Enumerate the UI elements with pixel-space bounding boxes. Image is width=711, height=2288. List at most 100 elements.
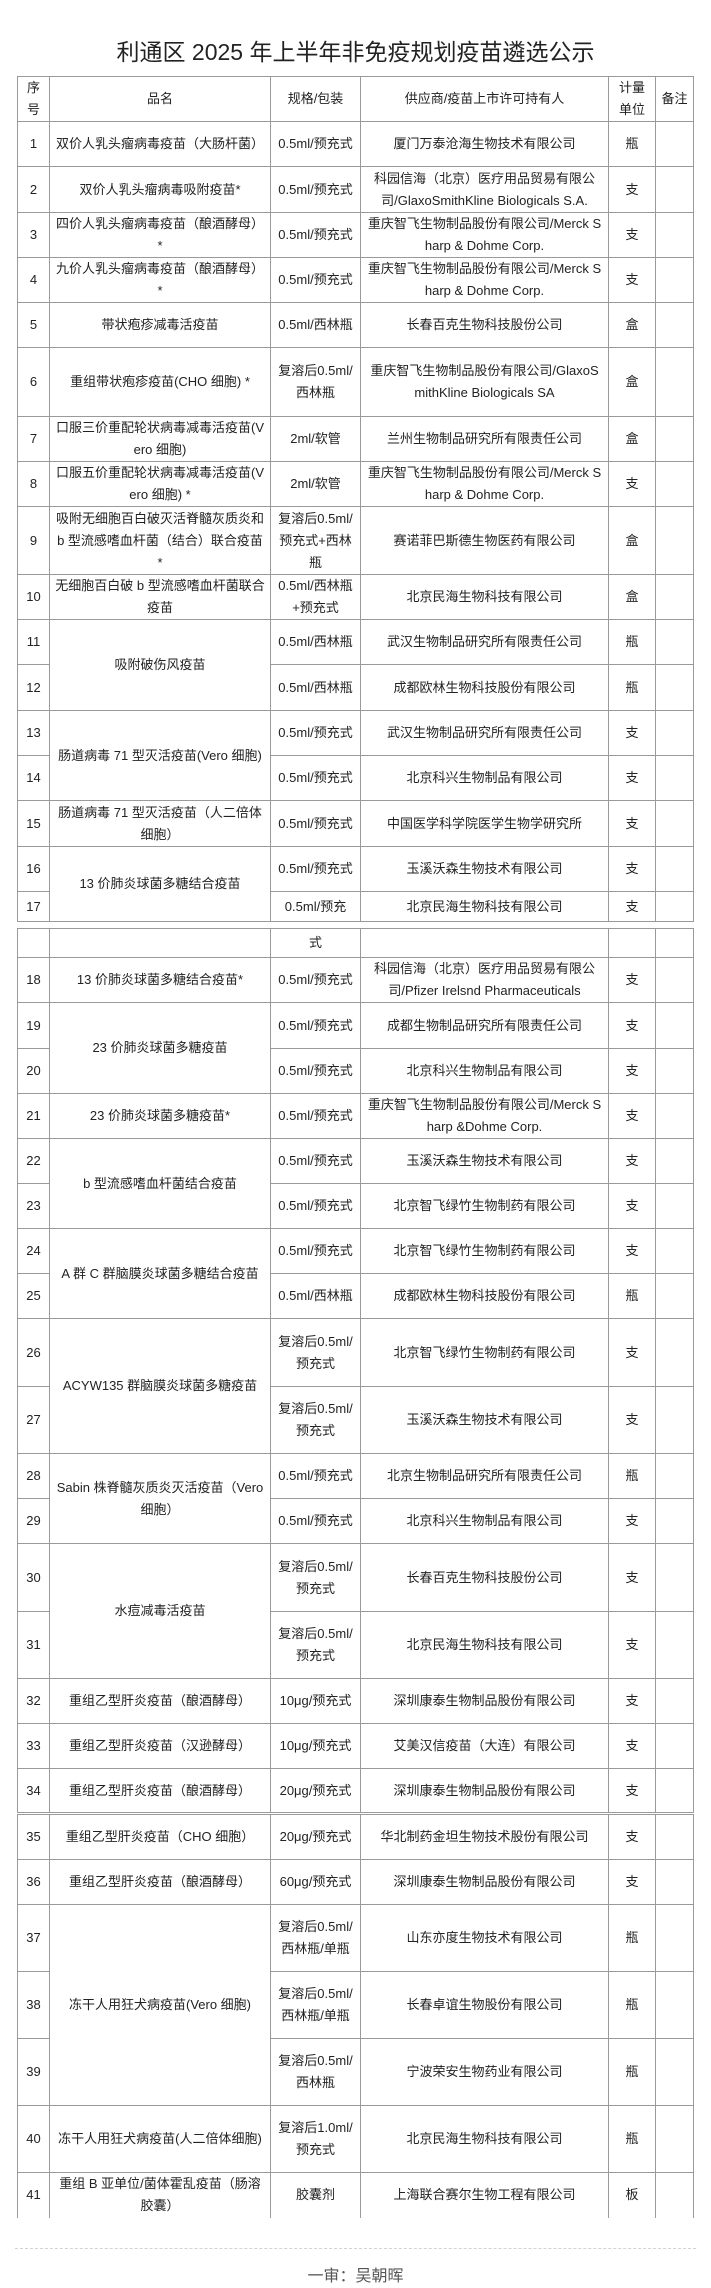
table-row: 6 重组带状疱疹疫苗(CHO 细胞) * 复溶后0.5ml/西林瓶 重庆智飞生物制品股… (17, 347, 694, 417)
supplier-cell: 武汉生物制品研究所有限责任公司 (360, 710, 609, 756)
table-row: 41 重组 B 亚单位/菌体霍乱疫苗（肠溶胶囊） 胶囊剂 上海联合赛尔生物工程有限公司… (17, 2172, 694, 2218)
spec-cell: 2ml/软管 (270, 461, 361, 507)
spec-cell: 0.5ml/预充式 (270, 1093, 361, 1139)
unit-cell: 支 (608, 846, 656, 892)
spec-cell: 复溶后0.5ml/预充式 (270, 1318, 361, 1387)
unit-cell: 支 (608, 1318, 656, 1387)
unit-cell: 支 (608, 1814, 656, 1860)
seq-cell: 12 (17, 664, 50, 711)
table-row: 23 0.5ml/预充式 北京智飞绿竹生物制药有限公司支 (17, 1183, 694, 1229)
unit-cell: 瓶 (608, 1453, 656, 1499)
spec-cell: 0.5ml/预充式 (270, 257, 361, 303)
table-row: 19 23 价肺炎球菌多糖疫苗 0.5ml/预充式 成都生物制品研究所有限责任公司支 (17, 1002, 694, 1094)
name-cell: 无细胞百白破 b 型流感嗜血杆菌联合疫苗 (49, 574, 271, 620)
seq-cell: 41 (17, 2172, 50, 2218)
remark-cell (655, 574, 694, 620)
unit-cell: 支 (608, 891, 656, 922)
spec-cell: 0.5ml/预充式 (270, 1138, 361, 1184)
spec-cell: 复溶后0.5ml/预充式+西林瓶 (270, 506, 361, 575)
supplier-cell: 重庆智飞生物制品股份有限公司/Merck Sharp & Dohme Corp. (360, 257, 609, 303)
remark-cell (655, 755, 694, 801)
remark-cell (655, 1611, 694, 1679)
seq-cell: 27 (17, 1386, 50, 1454)
remark-cell (655, 506, 694, 575)
unit-cell: 支 (608, 1768, 656, 1813)
seq-cell: 35 (17, 1814, 50, 1860)
supplier-cell: 玉溪沃森生物技术有限公司 (360, 1386, 609, 1454)
remark-cell (655, 121, 694, 167)
table-row: 式 (17, 928, 694, 958)
remark-cell (655, 710, 694, 756)
table-row: 31 复溶后0.5ml/预充式 北京民海生物科技有限公司支 (17, 1611, 694, 1679)
unit-cell: 盒 (608, 347, 656, 417)
table-row: 13 肠道病毒 71 型灭活疫苗(Vero 细胞) 0.5ml/预充式 武汉生物制品研… (17, 710, 694, 801)
table-row: 39 复溶后0.5ml/西林瓶 宁波荣安生物药业有限公司瓶 (17, 2038, 694, 2106)
unit-cell: 支 (608, 1002, 656, 1049)
spec-cell: 20μg/预充式 (270, 1814, 361, 1860)
table-row: 29 0.5ml/预充式 北京科兴生物制品有限公司支 (17, 1498, 694, 1544)
seq-cell: 7 (17, 416, 50, 462)
table-row: 8 口服五价重配轮状病毒减毒活疫苗(Vero 细胞) * 2ml/软管 重庆智飞生物制… (17, 461, 694, 507)
name-cell (49, 928, 271, 958)
remark-cell (655, 347, 694, 417)
spec-cell: 0.5ml/预充式 (270, 212, 361, 258)
remark-cell (655, 846, 694, 892)
spec-cell: 0.5ml/西林瓶 (270, 1273, 361, 1319)
supplier-cell: 北京科兴生物制品有限公司 (360, 1498, 609, 1544)
table-row: 35 重组乙型肝炎疫苗（CHO 细胞） 20μg/预充式 华北制药金坦生物技术股份有限… (17, 1814, 694, 1860)
table-row: 21 23 价肺炎球菌多糖疫苗* 0.5ml/预充式 重庆智飞生物制品股份有限公司/M… (17, 1093, 694, 1139)
remark-cell (655, 1971, 694, 2039)
supplier-cell: 北京智飞绿竹生物制药有限公司 (360, 1183, 609, 1229)
seq-cell: 22 (17, 1138, 50, 1184)
supplier-cell: 玉溪沃森生物技术有限公司 (360, 846, 609, 892)
table-row: 20 0.5ml/预充式 北京科兴生物制品有限公司支 (17, 1048, 694, 1094)
seq-cell: 26 (17, 1318, 50, 1387)
seq-cell: 34 (17, 1768, 50, 1813)
supplier-cell: 长春百克生物科技股份公司 (360, 302, 609, 348)
supplier-cell: 长春卓谊生物股份有限公司 (360, 1971, 609, 2039)
unit-cell: 盒 (608, 506, 656, 575)
unit-cell: 支 (608, 212, 656, 258)
table-row: 22 b 型流感嗜血杆菌结合疫苗 0.5ml/预充式 玉溪沃森生物技术有限公司支 (17, 1138, 694, 1229)
supplier-cell: 北京科兴生物制品有限公司 (360, 1048, 609, 1094)
name-cell: 四价人乳头瘤病毒疫苗（酿酒酵母）* (49, 212, 271, 258)
supplier-cell: 北京生物制品研究所有限责任公司 (360, 1453, 609, 1499)
remark-cell (655, 2172, 694, 2218)
unit-cell: 支 (608, 1048, 656, 1094)
remark-cell (655, 1498, 694, 1544)
seq-cell: 6 (17, 347, 50, 417)
remark-cell (655, 302, 694, 348)
table-row: 17 0.5ml/预充 北京民海生物科技有限公司支 (17, 891, 694, 922)
unit-cell: 支 (608, 800, 656, 847)
remark-cell (655, 1859, 694, 1905)
reviewer-line: 一审：吴朝晖 (307, 2268, 404, 2285)
table-row: 10 无细胞百白破 b 型流感嗜血杆菌联合疫苗 0.5ml/西林瓶+预充式 北京民海生… (17, 574, 694, 620)
table-row: 2 双价人乳头瘤病毒吸附疫苗* 0.5ml/预充式 科园信海（北京）医疗用品贸易有限公… (17, 166, 694, 213)
name-cell: 23 价肺炎球菌多糖疫苗* (49, 1093, 271, 1139)
divider (15, 2248, 696, 2249)
name-cell: A 群 C 群脑膜炎球菌多糖结合疫苗 (49, 1228, 271, 1319)
remark-cell (655, 1453, 694, 1499)
seq-cell: 32 (17, 1678, 50, 1724)
seq-cell: 23 (17, 1183, 50, 1229)
name-cell: 重组乙型肝炎疫苗（酿酒酵母） (49, 1678, 271, 1724)
name-cell: 重组乙型肝炎疫苗（汉逊酵母） (49, 1723, 271, 1769)
seq-cell: 8 (17, 461, 50, 507)
spec-cell: 0.5ml/预充式 (270, 166, 361, 213)
unit-cell: 支 (608, 710, 656, 756)
spec-cell: 0.5ml/预充式 (270, 710, 361, 756)
unit-cell (608, 928, 656, 958)
remark-cell (655, 416, 694, 462)
remark-cell (655, 1678, 694, 1724)
unit-cell: 瓶 (608, 1273, 656, 1319)
page-title: 利通区 2025 年上半年非免疫规划疫苗遴选公示 (116, 39, 595, 65)
table-row: 36 重组乙型肝炎疫苗（酿酒酵母） 60μg/预充式 深圳康泰生物制品股份有限公司支 (17, 1859, 694, 1905)
header-remark: 备注 (655, 76, 694, 122)
remark-cell (655, 1183, 694, 1229)
spec-cell: 20μg/预充式 (270, 1768, 361, 1813)
supplier-cell: 北京智飞绿竹生物制药有限公司 (360, 1228, 609, 1274)
table-row: 32 重组乙型肝炎疫苗（酿酒酵母） 10μg/预充式 深圳康泰生物制品股份有限公司支 (17, 1678, 694, 1724)
spec-cell: 复溶后0.5ml/西林瓶 (270, 2038, 361, 2106)
vaccine-table-page-2: 式 18 13 价肺炎球菌多糖结合疫苗* 0.5ml/预充式 科园信海（北京）医疗用品贸… (17, 928, 694, 1813)
name-cell: 吸附无细胞百白破灭活脊髓灰质炎和b 型流感嗜血杆菌（结合）联合疫苗* (49, 506, 271, 575)
